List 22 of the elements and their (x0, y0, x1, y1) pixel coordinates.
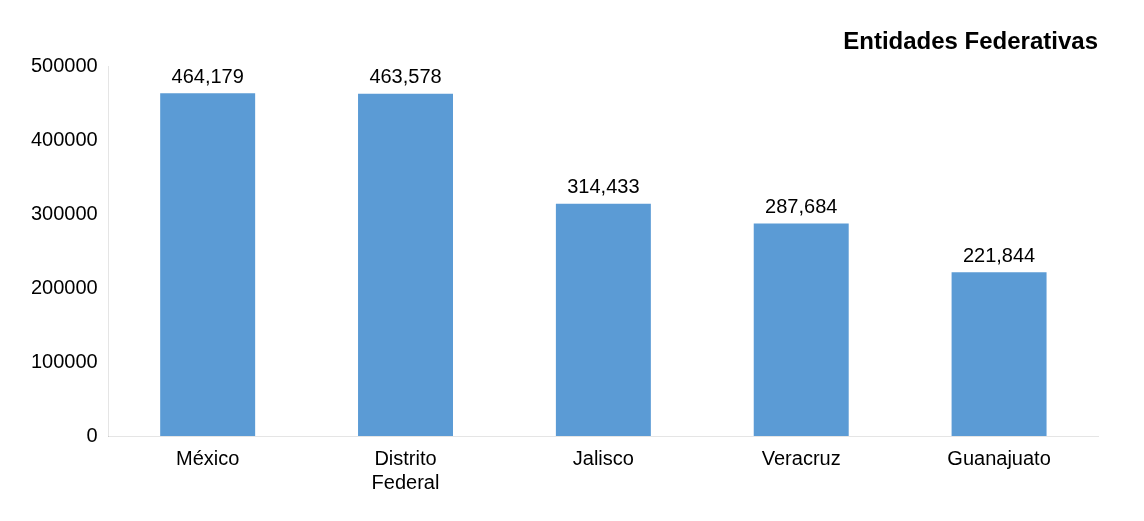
y-tick-label: 400000 (30, 128, 98, 151)
bar (753, 223, 849, 436)
data-label: 314,433 (567, 175, 640, 198)
y-tick-label: 300000 (30, 202, 98, 224)
x-tick-label: México (175, 446, 240, 469)
bar (160, 93, 256, 436)
x-tick-label: Jalisco (572, 446, 634, 469)
bar (358, 93, 453, 436)
bar (951, 272, 1047, 436)
x-tick-label: Distrito Federal (371, 446, 440, 493)
y-tick-label: 0 (86, 423, 98, 446)
data-label: 287,684 (765, 195, 838, 218)
y-tick-label: 500000 (30, 54, 98, 77)
chart-title: Entidades Federativas (843, 27, 1098, 55)
data-label: 463,578 (369, 65, 442, 88)
y-tick-label: 100000 (30, 349, 98, 372)
x-tick-label: Veracruz (761, 446, 841, 469)
data-label: 464,179 (171, 64, 244, 87)
bar (555, 203, 651, 436)
y-tick-label: 200000 (30, 275, 98, 298)
data-label: 221,844 (962, 243, 1036, 266)
x-tick-label: Guanajuato (947, 446, 1051, 469)
